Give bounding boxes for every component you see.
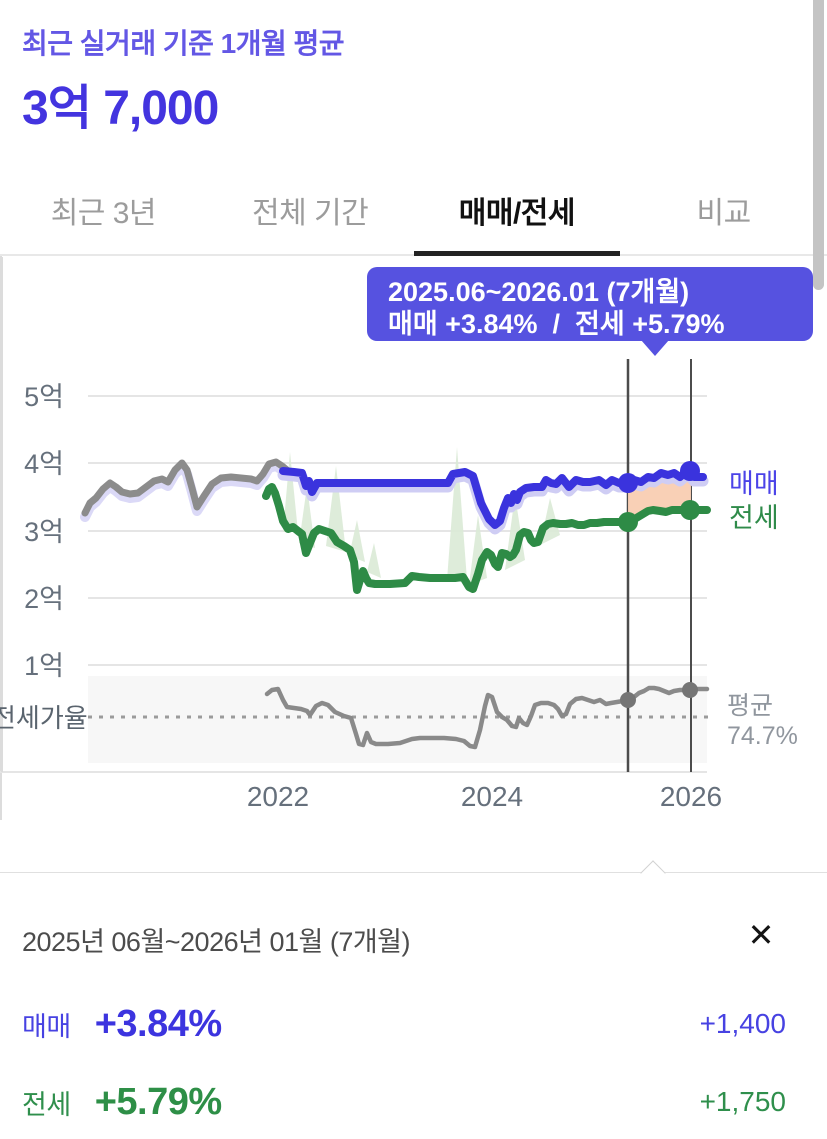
sale-percent-change: +3.84% <box>94 1002 222 1045</box>
x-tick-2026: 2026 <box>660 781 722 812</box>
chart-label-74.7%: 74.7% <box>727 722 798 750</box>
summary-row-sale: 매매 +3.84% +1,400 <box>22 1000 786 1048</box>
close-icon[interactable]: ✕ <box>747 917 775 953</box>
y-tick-3억: 3억 <box>24 517 64 547</box>
collapse-notch-icon[interactable] <box>640 860 666 886</box>
chart-label-매매: 매매 <box>729 469 779 499</box>
series-line-과거-시세(회색) <box>81 458 292 517</box>
tab-sale-jeonse[interactable]: 매매/전세 <box>413 165 621 256</box>
marker-dot-전세 2025.06[interactable] <box>618 512 638 532</box>
vertical-scrollbar[interactable] <box>813 0 824 290</box>
tooltip-change-values: 매매 +3.84% / 전세 +5.79% <box>388 309 725 339</box>
marker-dot-전세가율 2025.06[interactable] <box>620 692 636 708</box>
jeonse-range-area-4 <box>367 543 381 578</box>
tab-full-period[interactable]: 전체 기간 <box>252 196 369 230</box>
summary-divider <box>0 872 827 873</box>
chart-label-전세: 전세 <box>729 503 779 533</box>
jeonse-range-area-7 <box>505 495 525 570</box>
marker-dot-매매 2025.06[interactable] <box>618 473 638 493</box>
y-tick-4억: 4억 <box>24 449 64 479</box>
ratio-band <box>88 676 707 763</box>
y-tick-5억: 5억 <box>24 382 64 412</box>
y-tick-1억: 1억 <box>24 651 64 681</box>
tab-compare[interactable]: 비교 <box>696 196 752 230</box>
summary-row-jeonse: 전세 +5.79% +1,750 <box>22 1078 786 1126</box>
jeonse-label: 전세 <box>22 1089 71 1120</box>
jeonse-percent-change: +5.79% <box>94 1080 222 1123</box>
tab-recent-3years[interactable]: 최근 3년 <box>50 196 157 230</box>
jeonse-amount-change: +1,750 <box>699 1086 786 1117</box>
tooltip-arrow <box>641 340 669 356</box>
average-price-value: 3억 7,000 <box>22 82 219 135</box>
sale-label: 매매 <box>22 1011 71 1042</box>
chart-period-tabs: 최근 3년 전체 기간 매매/전세 비교 <box>0 165 827 256</box>
marker-dot-매매 2026.01[interactable] <box>680 461 700 481</box>
x-tick-2022: 2022 <box>247 781 309 812</box>
marker-dot-전세 2026.01[interactable] <box>680 500 700 520</box>
marker-dot-전세가율 2026.01[interactable] <box>682 682 698 698</box>
jeonse-range-area-5 <box>447 447 467 580</box>
y-tick-2억: 2억 <box>24 584 64 614</box>
range-tooltip: 2025.06~2026.01 (7개월) 매매 +3.84% / 전세 +5.… <box>367 267 813 356</box>
tooltip-period: 2025.06~2026.01 (7개월) <box>388 277 690 307</box>
jeonse-range-area-0 <box>283 452 298 532</box>
sale-amount-change: +1,400 <box>699 1008 786 1039</box>
x-tick-2024: 2024 <box>461 781 523 812</box>
recent-average-caption: 최근 실거래 기준 1개월 평균 <box>22 28 345 59</box>
summary-period-title: 2025년 06월~2026년 01월 (7개월) <box>22 927 411 957</box>
ratio-axis-label: 전세가율 <box>0 703 88 733</box>
chart-label-평균: 평균 <box>727 692 773 720</box>
series-line-매매 <box>279 466 707 529</box>
